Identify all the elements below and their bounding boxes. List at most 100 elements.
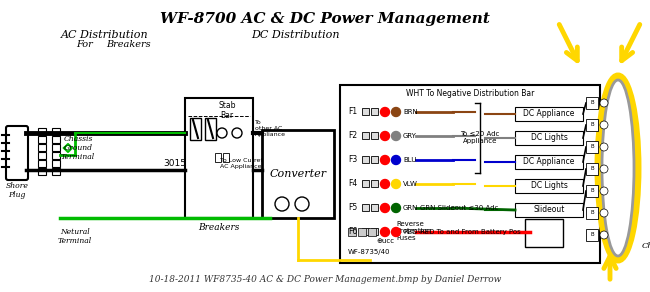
- Circle shape: [232, 128, 242, 138]
- Circle shape: [600, 143, 608, 151]
- Bar: [515, 203, 583, 217]
- Bar: [362, 204, 369, 211]
- Bar: [215, 153, 221, 162]
- Circle shape: [295, 197, 309, 211]
- Text: GRY: GRY: [403, 133, 417, 139]
- Text: GRN: GRN: [403, 205, 419, 211]
- FancyBboxPatch shape: [6, 126, 28, 180]
- Text: DC Lights: DC Lights: [530, 182, 567, 190]
- Text: F6: F6: [348, 227, 358, 237]
- Bar: [190, 118, 201, 140]
- Bar: [262, 130, 334, 218]
- Bar: [52, 144, 60, 151]
- Circle shape: [380, 204, 389, 213]
- Text: WHT To Negative Distribution Bar: WHT To Negative Distribution Bar: [406, 89, 534, 98]
- Circle shape: [391, 204, 400, 213]
- Bar: [371, 180, 378, 187]
- Text: Breakers: Breakers: [106, 40, 150, 49]
- Circle shape: [600, 187, 608, 195]
- Text: B: B: [590, 123, 594, 128]
- Text: Netural
Terminal: Netural Terminal: [58, 228, 92, 245]
- Circle shape: [391, 180, 400, 189]
- Text: RED To and From Battery Pos: RED To and From Battery Pos: [420, 229, 521, 235]
- Circle shape: [600, 209, 608, 217]
- Circle shape: [380, 156, 389, 164]
- Text: B: B: [590, 100, 594, 105]
- Circle shape: [275, 197, 289, 211]
- Bar: [371, 204, 378, 211]
- Text: Shore
Plug: Shore Plug: [6, 182, 29, 199]
- Text: F2: F2: [348, 131, 357, 140]
- Bar: [185, 98, 253, 218]
- Text: B: B: [590, 166, 594, 171]
- Circle shape: [380, 107, 389, 117]
- Bar: [362, 156, 369, 163]
- Text: F5: F5: [348, 204, 358, 213]
- Text: RED: RED: [403, 229, 417, 235]
- Text: ⊕ucc: ⊕ucc: [376, 238, 394, 244]
- Circle shape: [380, 180, 389, 189]
- Text: DC Distribution: DC Distribution: [251, 30, 339, 40]
- Bar: [38, 152, 46, 159]
- Text: For: For: [77, 40, 94, 49]
- Text: To Low Curret
AC Appliance: To Low Curret AC Appliance: [220, 158, 263, 169]
- Text: Chassis: Chassis: [642, 242, 650, 250]
- Bar: [368, 228, 376, 236]
- Text: Reverse
Protection
Fuses: Reverse Protection Fuses: [396, 221, 432, 241]
- Text: F3: F3: [348, 156, 358, 164]
- Text: VLW: VLW: [403, 181, 418, 187]
- Circle shape: [380, 227, 389, 237]
- Circle shape: [600, 231, 608, 239]
- Bar: [371, 108, 378, 115]
- Text: B: B: [590, 232, 594, 237]
- Text: B: B: [590, 211, 594, 215]
- Bar: [586, 119, 598, 131]
- Bar: [586, 185, 598, 197]
- Ellipse shape: [602, 80, 634, 256]
- Circle shape: [391, 156, 400, 164]
- Bar: [586, 97, 598, 109]
- Text: Stab
Bar: Stab Bar: [218, 101, 236, 120]
- Bar: [358, 228, 366, 236]
- Bar: [52, 128, 60, 135]
- Bar: [223, 153, 229, 162]
- Bar: [586, 229, 598, 241]
- Circle shape: [391, 107, 400, 117]
- Text: Chassis
Ground
Terminal: Chassis Ground Terminal: [61, 135, 95, 161]
- Bar: [205, 118, 216, 140]
- Text: DC Appliance: DC Appliance: [523, 157, 575, 166]
- Bar: [586, 163, 598, 175]
- Bar: [371, 132, 378, 139]
- Bar: [348, 228, 356, 236]
- Circle shape: [600, 165, 608, 173]
- Bar: [38, 136, 46, 143]
- Bar: [52, 168, 60, 175]
- Bar: [586, 141, 598, 153]
- Text: AC Distribution: AC Distribution: [61, 30, 149, 40]
- Text: BRN: BRN: [403, 109, 418, 115]
- Text: Slideout: Slideout: [533, 206, 565, 215]
- Text: Converter: Converter: [270, 169, 326, 179]
- Bar: [52, 160, 60, 167]
- Text: B: B: [590, 189, 594, 194]
- Bar: [515, 107, 583, 121]
- Bar: [362, 108, 369, 115]
- Bar: [38, 160, 46, 167]
- Bar: [525, 219, 563, 247]
- Circle shape: [391, 227, 400, 237]
- Text: To
other AC
Appliance: To other AC Appliance: [255, 120, 286, 137]
- Bar: [515, 155, 583, 169]
- Bar: [38, 128, 46, 135]
- Bar: [371, 156, 378, 163]
- Text: 10-18-2011 WF8735-40 AC & DC Power Management.bmp by Daniel Derrow: 10-18-2011 WF8735-40 AC & DC Power Manag…: [149, 275, 501, 284]
- Bar: [340, 85, 600, 263]
- Bar: [52, 152, 60, 159]
- Bar: [371, 228, 378, 235]
- Text: Breakers: Breakers: [198, 223, 240, 232]
- Bar: [362, 180, 369, 187]
- Bar: [362, 132, 369, 139]
- Bar: [362, 228, 369, 235]
- Text: 3015: 3015: [164, 159, 187, 168]
- Text: WF-8735/40: WF-8735/40: [348, 249, 391, 255]
- Text: To ≤20 Adc
Appliance: To ≤20 Adc Appliance: [460, 131, 500, 143]
